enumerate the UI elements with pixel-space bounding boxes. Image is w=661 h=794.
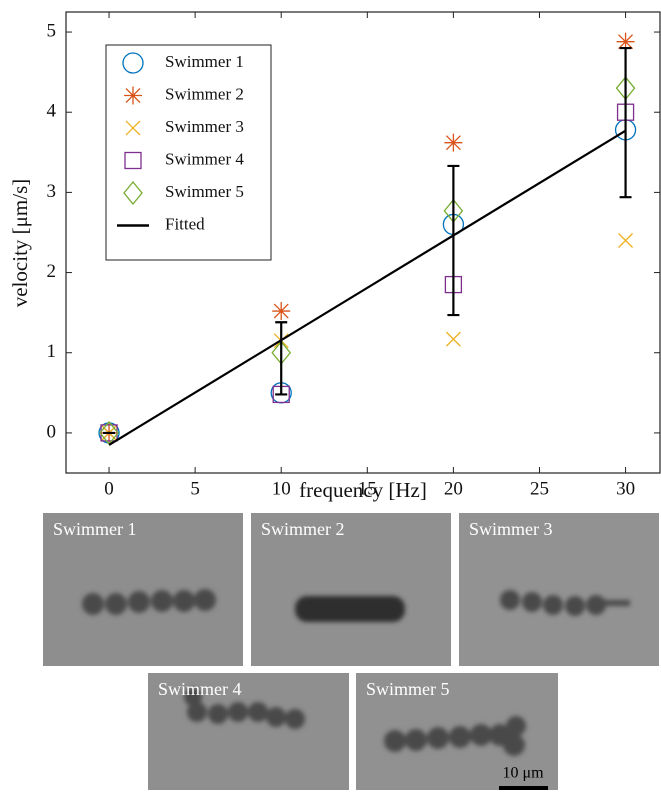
photo <box>251 513 451 666</box>
photo <box>459 513 659 666</box>
x-tick-label: 20 <box>444 478 463 499</box>
y-tick-label: 5 <box>47 20 57 41</box>
legend-marker <box>124 151 142 170</box>
legend-label: Swimmer 3 <box>165 117 244 136</box>
photo-label: Swimmer 2 <box>261 519 345 539</box>
y-axis-label: velocity [μm/s] <box>8 179 32 307</box>
x-tick-label: 30 <box>616 478 635 499</box>
data-point <box>272 302 291 321</box>
error-bar <box>447 164 460 317</box>
legend-marker <box>124 86 142 105</box>
plot-frame <box>65 11 661 474</box>
error-bar <box>275 321 288 396</box>
fitted-line <box>108 129 627 446</box>
data-point <box>100 424 118 442</box>
x-tick-label: 5 <box>190 478 200 499</box>
legend-label: Swimmer 2 <box>165 84 244 103</box>
y-tick-label: 0 <box>47 421 57 442</box>
legend-marker <box>122 52 144 74</box>
legend-marker <box>125 120 141 136</box>
y-tick-label: 2 <box>47 261 57 282</box>
x-tick-label: 10 <box>272 478 291 499</box>
x-tick-label: 25 <box>530 478 549 499</box>
x-tick-label: 0 <box>104 478 114 499</box>
y-tick-label: 3 <box>47 181 57 202</box>
photo-label: Swimmer 1 <box>53 519 137 539</box>
y-tick-label: 1 <box>47 341 57 362</box>
y-tick-label: 4 <box>47 101 57 122</box>
legend-label: Fitted <box>165 214 205 233</box>
photo-label: Swimmer 3 <box>469 519 553 539</box>
x-tick-label: 15 <box>358 478 377 499</box>
photo <box>148 673 349 790</box>
photo-label: Swimmer 5 <box>366 679 450 699</box>
data-point <box>616 32 635 51</box>
data-point <box>445 331 461 347</box>
legend-marker <box>123 180 143 206</box>
legend-label: Swimmer 5 <box>165 182 244 201</box>
legend-label: Swimmer 4 <box>165 149 244 168</box>
photo-label: Swimmer 4 <box>158 679 242 699</box>
photo <box>43 513 243 666</box>
x-axis-label: frequency [Hz] <box>299 478 427 502</box>
scale-bar-label: 10 μm <box>502 765 544 782</box>
data-point <box>618 233 634 248</box>
swimmer-shapes <box>82 589 630 756</box>
legend-label: Swimmer 1 <box>165 52 244 71</box>
photo-panels: Swimmer 1 Swimmer 2 Swimmer 3 Swimmer 4 … <box>43 513 659 790</box>
scale-bar <box>499 786 548 790</box>
error-bar <box>619 46 632 199</box>
data-point <box>444 133 463 152</box>
legend: Swimmer 1 Swimmer 2 Swimmer 3 Swimmer 4 Swim… <box>105 44 272 261</box>
